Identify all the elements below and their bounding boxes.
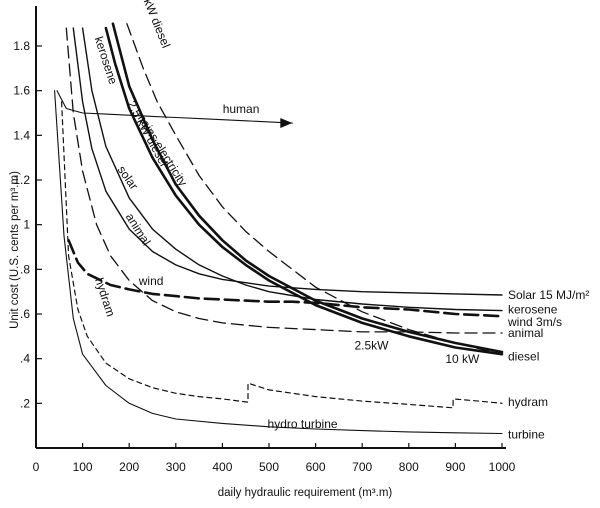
series-end-label: hydram [508, 395, 548, 409]
series-line-mains-electricity [111, 22, 504, 354]
y-tick-label: .6 [20, 307, 30, 321]
series-end-label: kerosene [508, 303, 558, 317]
series-line-kerosene [81, 27, 503, 312]
x-tick-label: 400 [212, 460, 232, 474]
series-line-2-5-kw-diesel [104, 26, 504, 356]
x-tick-label: 1000 [489, 460, 516, 474]
annotation-label: kerosene [92, 35, 121, 87]
series-end-label: wind 3m/s [507, 315, 562, 329]
x-tick-label: 100 [73, 460, 93, 474]
annotation-label: human [223, 102, 260, 116]
x-tick-label: 200 [119, 460, 139, 474]
x-tick-label: 300 [166, 460, 186, 474]
x-axis-title: daily hydraulic requirement (m³.m) [218, 487, 393, 499]
x-tick-label: 600 [306, 460, 326, 474]
series-end-label: animal [508, 326, 543, 340]
series-line-hydram [60, 101, 503, 409]
y-tick-label: .2 [20, 396, 30, 410]
y-tick-label: .8 [20, 262, 30, 276]
series-line-solar [72, 27, 503, 296]
x-tick-label: 0 [33, 460, 40, 474]
axes: .2 .4 .6 .8 1 1.2 1.4 1.6 1.8 0 100 200 300 400 500 600… [13, 6, 516, 474]
annotation-label: animal [123, 211, 154, 248]
series-line-hydro-turbine [54, 90, 503, 435]
annotation-label: solar [115, 163, 141, 192]
y-tick-label: 1 [23, 218, 30, 232]
series-line-animal [65, 27, 503, 334]
series-line-human [56, 90, 293, 124]
x-tick-label: 800 [399, 460, 419, 474]
human-arrow-head [280, 118, 293, 129]
y-tick-label: .4 [20, 352, 30, 366]
annotation-label: 2.5 kW diesel [125, 98, 171, 168]
y-tick-label: 1.2 [13, 173, 30, 187]
annotation-label: 2.5kW [355, 339, 390, 353]
x-tick-label: 700 [352, 460, 372, 474]
annotation-label: hydro turbine [268, 417, 338, 431]
x-tick-label: 500 [259, 460, 279, 474]
series-end-label: turbine [508, 428, 545, 442]
series-group [54, 22, 504, 435]
series-line-10-kw-diesel [126, 23, 503, 355]
y-tick-label: 1.4 [13, 128, 30, 142]
annotation-label: wind [138, 274, 164, 288]
series-end-label: diesel [508, 349, 539, 363]
y-tick-label: 1.6 [13, 84, 30, 98]
series-line-wind-3m-s [67, 239, 504, 318]
series-end-label: Solar 15 MJ/m² [508, 288, 589, 302]
annotation-label: hydram [92, 276, 118, 318]
annotation-label: 10 kW diesel [135, 0, 174, 50]
annotation-label: 10 kW [445, 352, 480, 366]
y-tick-label: 1.8 [13, 39, 30, 53]
y-axis-title: Unit cost (U.S. cents per m³.m) [9, 171, 21, 329]
x-tick-label: 900 [445, 460, 465, 474]
